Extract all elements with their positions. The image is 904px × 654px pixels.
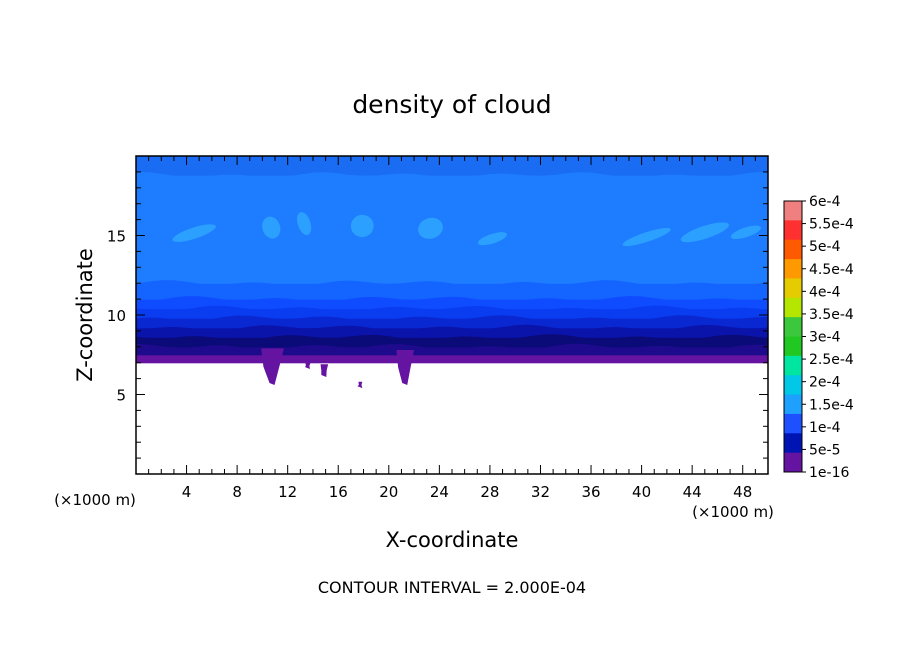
colorbar-swatch [784, 317, 802, 337]
colorbar-label: 3e-4 [809, 330, 841, 346]
x-tick-label: 20 [379, 483, 398, 501]
colorbar-swatch [784, 297, 802, 318]
contour-field [136, 156, 768, 389]
x-tick-label: 48 [733, 483, 752, 501]
colorbar-label: 1e-4 [809, 420, 841, 436]
contour-patch [680, 222, 729, 243]
colorbar-label: 4e-4 [809, 284, 841, 300]
y-axis-label: Z-coordinate [73, 248, 97, 382]
colorbar-swatch [784, 259, 802, 279]
x-tick-label: 44 [683, 483, 702, 501]
colorbar-label: 3.5e-4 [809, 307, 854, 323]
colorbar-label: 5e-5 [809, 442, 840, 458]
contour-band [136, 299, 768, 310]
x-tick-label: 36 [581, 483, 600, 501]
x-tick-label: 4 [182, 483, 192, 501]
x-tick-label: 32 [531, 483, 550, 501]
colorbar-swatch [784, 375, 802, 396]
x-unit-left: (×1000 m) [54, 491, 136, 509]
x-tick-label: 40 [632, 483, 651, 501]
colorbar-swatch [784, 413, 802, 434]
x-unit-right: (×1000 m) [692, 503, 774, 521]
colorbar-swatch [784, 220, 802, 241]
colorbar-swatch [784, 355, 802, 376]
contour-patch [262, 216, 281, 239]
contour-edge [136, 305, 768, 314]
drizzle-shaft [396, 349, 415, 385]
contour-patch [297, 212, 312, 236]
colorbar-label: 5e-4 [809, 239, 841, 255]
colorbar-legend: 6e-4 5.5e-4 5e-4 4.5e-4 4e-4 3.5e-4 3e-4 2.5e-4… [783, 194, 854, 481]
contour-edge [136, 172, 768, 180]
colorbar-label: 2.5e-4 [809, 352, 854, 368]
x-tick-label: 12 [278, 483, 297, 501]
colorbar-swatch [784, 433, 802, 454]
contour-edge [136, 315, 768, 323]
colorbar-swatch [784, 201, 802, 221]
contour-patch [172, 224, 216, 242]
contour-patch [350, 214, 374, 238]
contour-band [136, 156, 768, 176]
contour-interval-note: CONTOUR INTERVAL = 2.000E-04 [318, 578, 586, 597]
contour-edge [136, 324, 768, 333]
contour-patch [622, 228, 671, 247]
colorbar-swatch [784, 452, 802, 473]
drizzle-shaft [261, 348, 284, 385]
drizzle-shaft [320, 364, 329, 378]
colorbar-swatch [784, 239, 802, 260]
colorbar-label: 6e-4 [809, 194, 841, 210]
y-tick-label: 5 [116, 387, 126, 405]
drizzle-shaft [357, 381, 363, 389]
contour-band [136, 354, 768, 364]
colorbar-swatch [784, 278, 802, 299]
x-axis-label: X-coordinate [386, 528, 519, 552]
contour-edge [136, 280, 768, 288]
contour-band [136, 175, 768, 284]
contour-edge [136, 343, 768, 352]
contour-band [136, 318, 768, 329]
x-tick-label: 8 [232, 483, 242, 501]
contour-edge [136, 295, 768, 304]
colorbar-swatch [784, 336, 802, 357]
x-tick-label: 24 [430, 483, 449, 501]
chart-title: density of cloud [352, 90, 551, 119]
x-tick-label: 28 [480, 483, 499, 501]
contour-patch [418, 217, 443, 239]
contour-patch [477, 232, 507, 246]
colorbar-label: 1e-16 [809, 465, 849, 481]
x-tick-label: 16 [329, 483, 348, 501]
colorbar-label: 2e-4 [809, 375, 841, 391]
contour-band [136, 327, 768, 338]
y-tick-label: 10 [107, 307, 126, 325]
y-tick-label: 15 [107, 228, 126, 246]
colorbar-label: 4.5e-4 [809, 262, 854, 278]
drizzle-shaft [304, 362, 311, 370]
contour-band [136, 308, 768, 319]
colorbar-label: 5.5e-4 [809, 217, 854, 233]
contour-edge [136, 334, 768, 343]
colorbar-swatch [784, 394, 802, 415]
contour-patch [730, 225, 761, 239]
contour-band [136, 337, 768, 348]
colorbar-label: 1.5e-4 [809, 397, 854, 413]
